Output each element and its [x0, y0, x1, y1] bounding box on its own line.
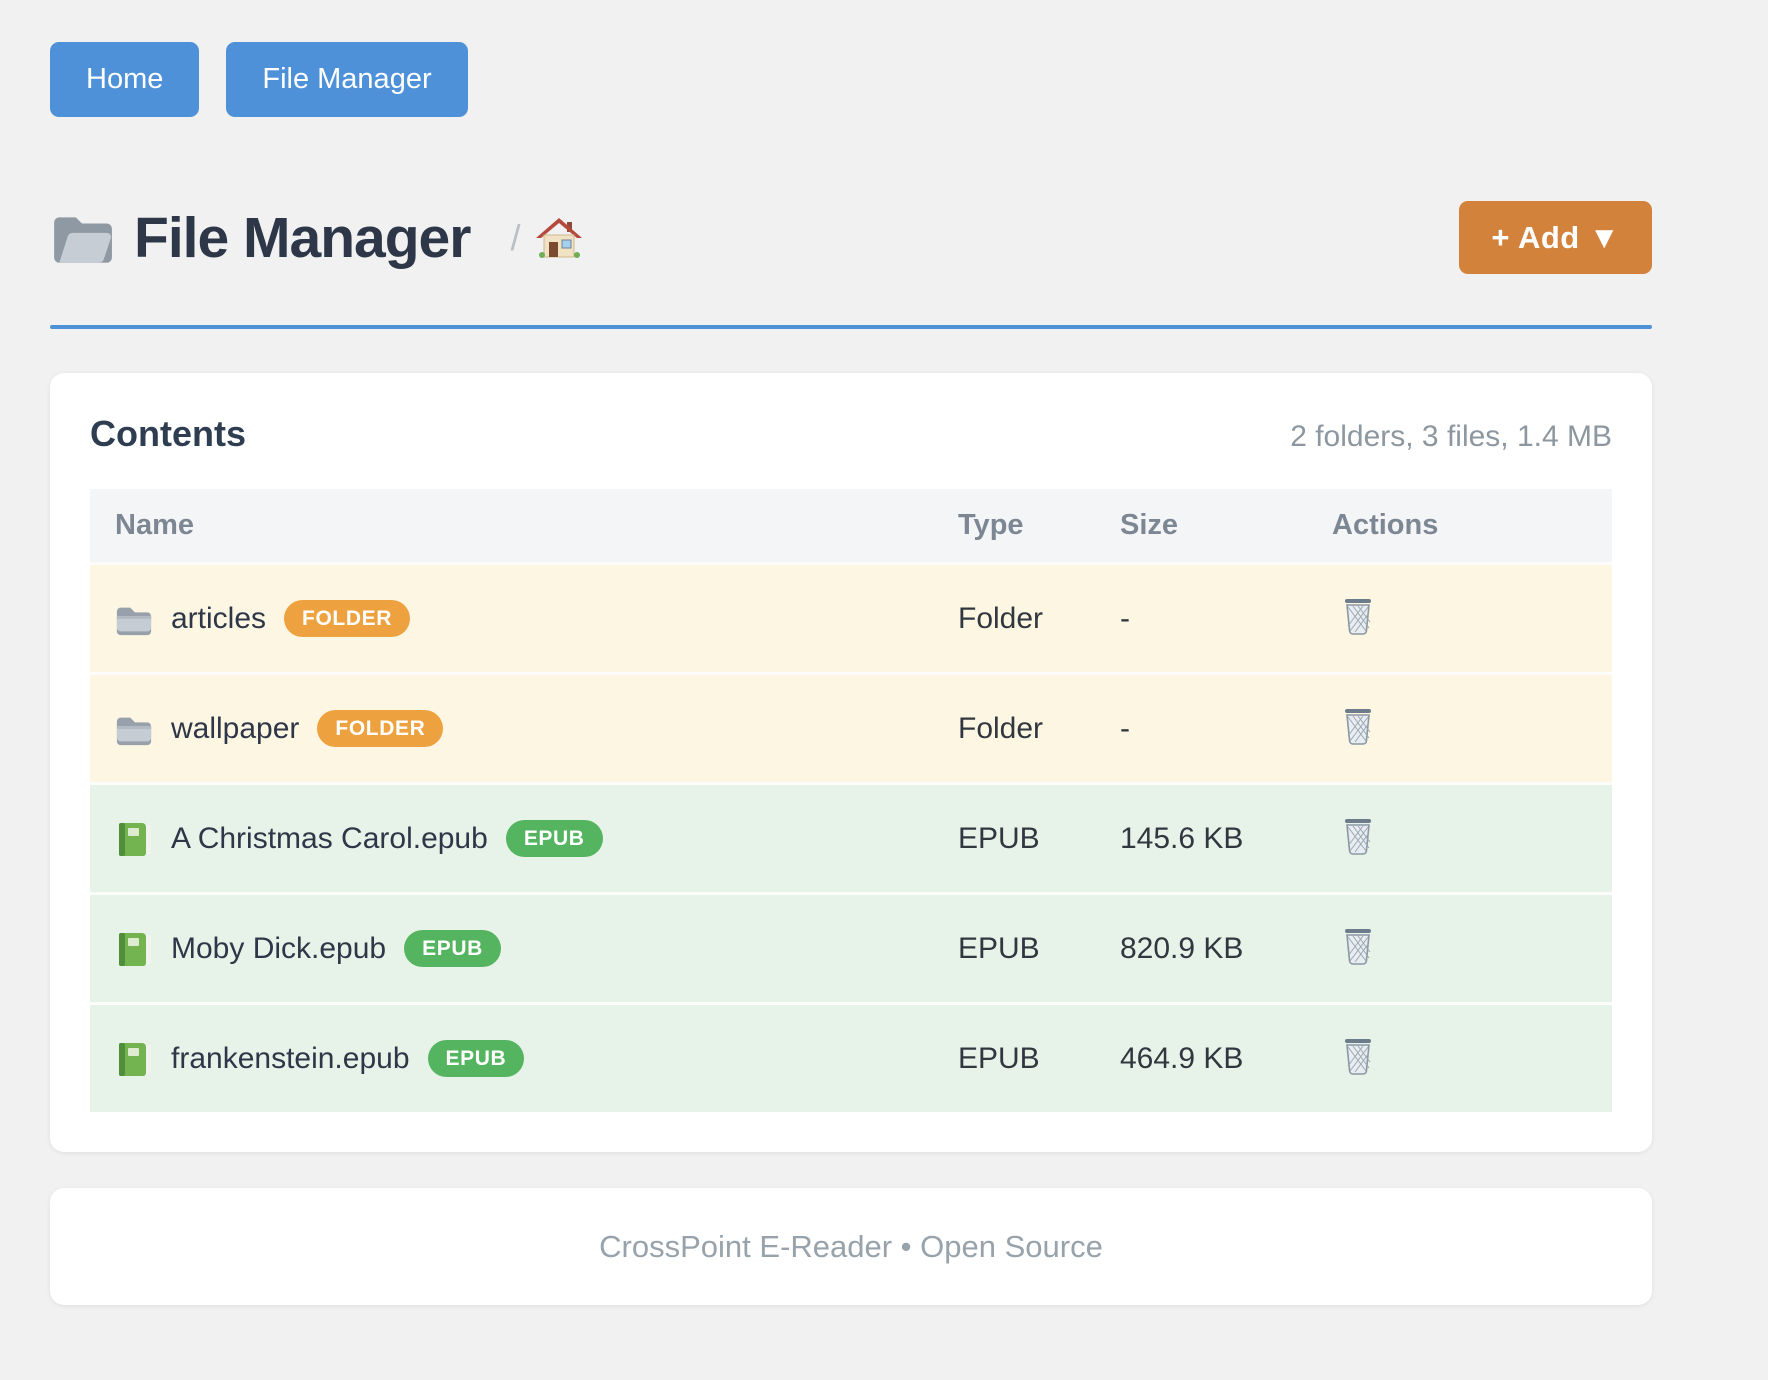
contents-summary: 2 folders, 3 files, 1.4 MB [1290, 420, 1612, 453]
file-size: 145.6 KB [1120, 821, 1244, 855]
type-badge: FOLDER [284, 600, 410, 637]
table-row: Moby Dick.epub EPUB EPUB 820.9 KB [90, 892, 1612, 1002]
table-row: A Christmas Carol.epub EPUB EPUB 145.6 K… [90, 782, 1612, 892]
file-name[interactable]: articles [171, 601, 267, 635]
name-cell: frankenstein.epub EPUB [90, 1040, 958, 1077]
folder-open-icon [50, 210, 114, 266]
file-name[interactable]: frankenstein.epub [171, 1041, 410, 1075]
delete-button[interactable] [1336, 1035, 1380, 1077]
table-row: articles FOLDER Folder - [90, 562, 1612, 672]
card-header: Contents 2 folders, 3 files, 1.4 MB [90, 413, 1612, 455]
file-type: Folder [958, 601, 1044, 635]
file-size: 820.9 KB [1120, 931, 1244, 965]
footer-text: CrossPoint E-Reader • Open Source [599, 1228, 1103, 1264]
delete-button[interactable] [1336, 705, 1380, 747]
table-body: articles FOLDER Folder - wallpaper FOLDE… [90, 562, 1612, 1112]
footer: CrossPoint E-Reader • Open Source [50, 1188, 1652, 1305]
delete-button[interactable] [1336, 815, 1380, 857]
file-table: Name Type Size Actions articles FOLDER F… [90, 489, 1612, 1112]
name-cell: Moby Dick.epub EPUB [90, 930, 958, 967]
file-size: - [1120, 601, 1130, 635]
nav-button-file-manager[interactable]: File Manager [226, 42, 468, 117]
column-header-name: Name [115, 509, 194, 541]
column-header-size: Size [1120, 509, 1179, 541]
delete-button[interactable] [1336, 595, 1380, 637]
file-type: EPUB [958, 931, 1040, 965]
table-row: frankenstein.epub EPUB EPUB 464.9 KB [90, 1002, 1612, 1112]
contents-card: Contents 2 folders, 3 files, 1.4 MB Name… [50, 373, 1652, 1152]
file-type: EPUB [958, 821, 1040, 855]
folder-icon [115, 602, 153, 636]
type-badge: FOLDER [317, 710, 444, 747]
book-icon [115, 1042, 153, 1076]
file-type: EPUB [958, 1041, 1040, 1075]
page-header: File Manager / + Add ▼ [50, 190, 1652, 285]
page: Home File Manager File Manager / + Add ▼… [50, 0, 1652, 1305]
folder-icon [115, 712, 153, 746]
table-header-row: Name Type Size Actions [90, 489, 1612, 562]
name-cell: A Christmas Carol.epub EPUB [90, 820, 958, 857]
file-name[interactable]: Moby Dick.epub [171, 931, 387, 965]
home-icon[interactable] [536, 217, 583, 259]
type-badge: EPUB [427, 1040, 525, 1077]
type-badge: EPUB [505, 820, 603, 857]
nav-button-home[interactable]: Home [50, 42, 200, 117]
book-icon [115, 822, 153, 856]
add-button[interactable]: + Add ▼ [1459, 201, 1652, 274]
contents-heading: Contents [90, 413, 246, 454]
breadcrumb-separator: / [510, 216, 521, 258]
name-cell: wallpaper FOLDER [90, 710, 958, 747]
name-cell: articles FOLDER [90, 600, 958, 637]
actions-cell [1332, 1035, 1612, 1083]
file-size: - [1120, 711, 1130, 745]
file-type: Folder [958, 711, 1044, 745]
column-header-type: Type [958, 509, 1024, 541]
file-size: 464.9 KB [1120, 1041, 1244, 1075]
page-title: File Manager [134, 205, 471, 270]
column-header-actions: Actions [1332, 509, 1439, 541]
actions-cell [1332, 815, 1612, 863]
delete-button[interactable] [1336, 925, 1380, 967]
type-badge: EPUB [404, 930, 501, 967]
header-divider [50, 325, 1652, 329]
book-icon [115, 932, 153, 966]
actions-cell [1332, 925, 1612, 973]
top-nav: Home File Manager [50, 0, 1652, 117]
table-row: wallpaper FOLDER Folder - [90, 672, 1612, 782]
file-name[interactable]: wallpaper [171, 711, 300, 745]
actions-cell [1332, 705, 1612, 753]
actions-cell [1332, 595, 1612, 643]
file-name[interactable]: A Christmas Carol.epub [171, 821, 488, 855]
